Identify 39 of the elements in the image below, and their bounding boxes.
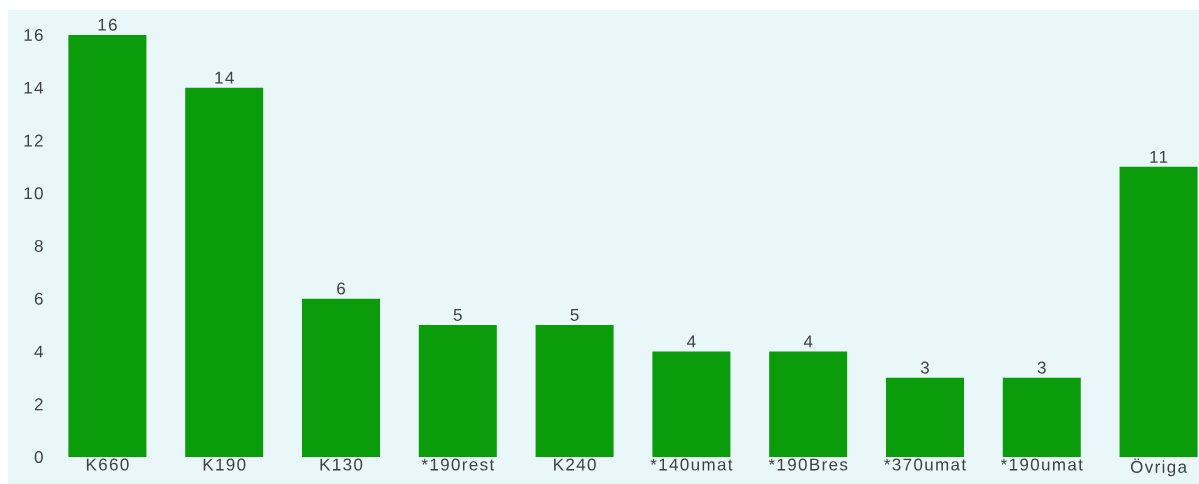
x-tick-label: *190Bres (768, 458, 848, 471)
y-tick-label: 12 (24, 134, 43, 147)
y-tick-label: 4 (34, 345, 43, 358)
x-tick-label: Övriga (1130, 458, 1187, 477)
y-tick-label: 6 (34, 292, 43, 305)
data-label: 16 (98, 18, 117, 31)
bar (1002, 377, 1081, 457)
data-label: 14 (215, 71, 234, 84)
data-label: 6 (337, 282, 345, 295)
data-label: 4 (803, 335, 813, 348)
x-tick-label: K660 (86, 458, 129, 471)
x-tick-label: K190 (203, 458, 246, 471)
bar (185, 87, 264, 457)
data-label: 11 (1150, 150, 1168, 163)
bar (302, 298, 380, 457)
x-tick-label: *140umat (650, 458, 733, 471)
x-tick-label: K240 (554, 458, 596, 471)
data-label: 5 (570, 309, 579, 321)
y-tick-label: 10 (24, 187, 43, 200)
bar (535, 325, 614, 457)
data-label: 3 (920, 361, 929, 374)
bar (885, 377, 964, 457)
y-tick-label: 2 (34, 398, 43, 411)
x-tick-label: K130 (320, 458, 363, 471)
y-tick-label: 8 (34, 239, 43, 253)
data-label: 5 (453, 309, 462, 321)
y-tick-label: 0 (34, 450, 43, 464)
bar (418, 325, 497, 457)
y-tick-label: 16 (24, 28, 43, 42)
y-tick-label: 14 (24, 81, 43, 94)
bar (68, 34, 147, 457)
bar (1119, 166, 1198, 457)
bar (769, 351, 848, 457)
data-label: 3 (1037, 361, 1046, 374)
x-tick-label: *190umat (1000, 458, 1083, 471)
bar (652, 351, 731, 457)
x-tick-label: *190rest (421, 458, 495, 471)
x-tick-label: *370umat (884, 458, 966, 471)
data-label: 4 (687, 335, 696, 348)
